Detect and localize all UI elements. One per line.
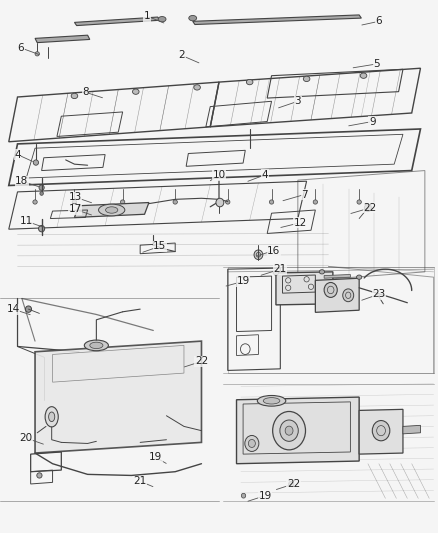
Ellipse shape — [132, 89, 139, 94]
Text: 19: 19 — [237, 277, 250, 286]
Text: 21: 21 — [134, 477, 147, 486]
Polygon shape — [193, 15, 361, 25]
Ellipse shape — [173, 200, 177, 204]
Text: 22: 22 — [195, 357, 208, 366]
Ellipse shape — [254, 250, 263, 260]
Text: 22: 22 — [364, 203, 377, 213]
Text: 22: 22 — [287, 479, 300, 489]
Ellipse shape — [45, 407, 58, 427]
Ellipse shape — [319, 270, 325, 274]
Text: 17: 17 — [69, 205, 82, 214]
Ellipse shape — [72, 200, 77, 204]
Text: 19: 19 — [258, 491, 272, 500]
Ellipse shape — [269, 200, 274, 204]
Ellipse shape — [106, 207, 118, 213]
Ellipse shape — [263, 398, 280, 404]
Ellipse shape — [313, 200, 318, 204]
Text: 6: 6 — [18, 43, 25, 53]
Ellipse shape — [39, 185, 44, 190]
Ellipse shape — [273, 271, 279, 275]
Text: 16: 16 — [267, 246, 280, 255]
Ellipse shape — [25, 306, 32, 312]
Text: 19: 19 — [149, 453, 162, 462]
Text: 13: 13 — [69, 192, 82, 202]
Text: 3: 3 — [294, 96, 301, 106]
Text: 23: 23 — [372, 289, 385, 299]
Text: 11: 11 — [20, 216, 33, 226]
Ellipse shape — [272, 411, 306, 450]
Text: 8: 8 — [82, 87, 89, 97]
Text: 10: 10 — [212, 170, 226, 180]
Polygon shape — [74, 203, 149, 217]
Text: 6: 6 — [375, 17, 382, 26]
Ellipse shape — [120, 200, 125, 204]
Ellipse shape — [285, 426, 293, 435]
Ellipse shape — [33, 160, 39, 165]
Ellipse shape — [360, 73, 367, 78]
Ellipse shape — [99, 204, 125, 216]
Ellipse shape — [343, 289, 354, 302]
Ellipse shape — [33, 200, 37, 204]
Ellipse shape — [248, 439, 255, 448]
Text: 20: 20 — [20, 433, 33, 443]
Ellipse shape — [71, 93, 78, 99]
Ellipse shape — [189, 15, 197, 21]
Ellipse shape — [364, 204, 371, 212]
Ellipse shape — [303, 76, 310, 82]
Text: 1: 1 — [143, 11, 150, 21]
Ellipse shape — [216, 198, 224, 207]
Text: 9: 9 — [369, 117, 376, 126]
Ellipse shape — [90, 342, 103, 349]
Ellipse shape — [40, 191, 43, 195]
Text: 15: 15 — [153, 241, 166, 251]
Polygon shape — [315, 278, 359, 312]
Polygon shape — [35, 35, 90, 43]
Text: 4: 4 — [261, 170, 268, 180]
Text: 18: 18 — [15, 176, 28, 186]
Ellipse shape — [245, 435, 259, 451]
Text: 21: 21 — [274, 264, 287, 274]
Ellipse shape — [324, 282, 337, 297]
Ellipse shape — [226, 200, 230, 204]
Ellipse shape — [246, 79, 253, 85]
Text: 2: 2 — [178, 51, 185, 60]
Ellipse shape — [280, 420, 298, 441]
Text: 14: 14 — [7, 304, 20, 314]
Ellipse shape — [372, 421, 390, 441]
Ellipse shape — [289, 481, 294, 487]
Ellipse shape — [357, 275, 362, 279]
Polygon shape — [74, 17, 160, 26]
Ellipse shape — [35, 52, 39, 56]
Text: 7: 7 — [301, 190, 308, 199]
Text: 5: 5 — [373, 59, 380, 69]
Polygon shape — [35, 341, 201, 453]
Ellipse shape — [257, 395, 286, 406]
Text: 4: 4 — [14, 150, 21, 159]
Polygon shape — [359, 409, 403, 454]
Text: 12: 12 — [293, 218, 307, 228]
Ellipse shape — [37, 473, 42, 478]
Ellipse shape — [158, 17, 166, 22]
Ellipse shape — [194, 85, 200, 90]
Ellipse shape — [39, 225, 45, 232]
Ellipse shape — [49, 412, 55, 422]
Ellipse shape — [357, 200, 361, 204]
Ellipse shape — [241, 494, 246, 498]
Polygon shape — [237, 397, 359, 464]
Ellipse shape — [84, 340, 109, 351]
Polygon shape — [276, 272, 333, 305]
Polygon shape — [403, 425, 420, 434]
Polygon shape — [324, 274, 350, 278]
